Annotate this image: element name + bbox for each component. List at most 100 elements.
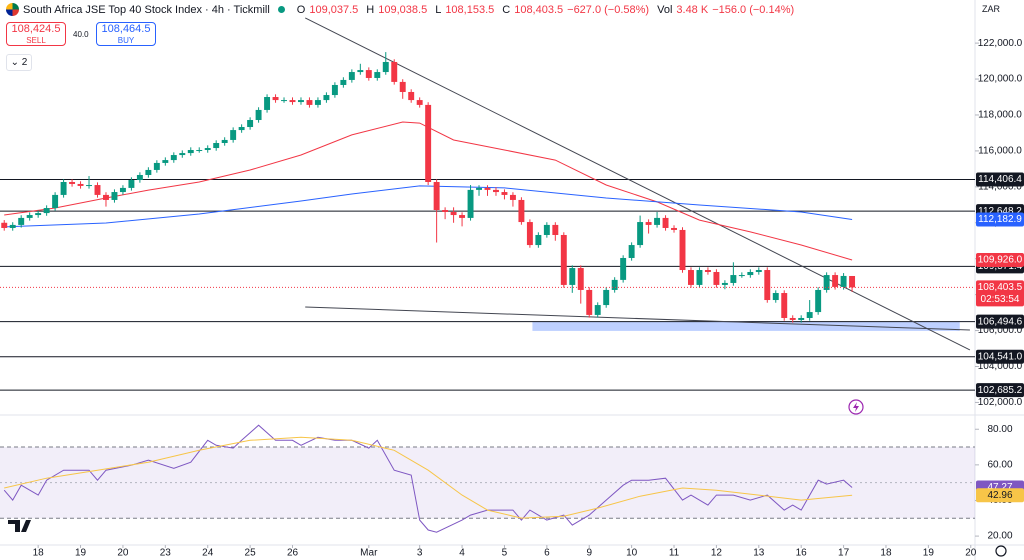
current-price-box [976, 280, 1024, 307]
candle-body [391, 61, 398, 82]
y-tick-label: 60.00 [987, 460, 1012, 471]
buy-button[interactable]: 108,464.5 BUY [96, 22, 156, 46]
candle-body [696, 270, 703, 285]
candle-body [704, 270, 711, 272]
candle-body [535, 234, 542, 246]
candle-body [849, 275, 856, 288]
candle-body [688, 270, 694, 285]
candle-body [586, 289, 593, 315]
y-tick-label: 106,000.0 [978, 325, 1023, 336]
candle-body [840, 275, 847, 287]
candle-body [654, 217, 661, 225]
candle-body [484, 187, 491, 190]
candle-body [272, 97, 279, 101]
sell-label: SELL [26, 36, 46, 45]
candle-body [476, 187, 482, 190]
candle-body [442, 210, 449, 212]
chart-title: South Africa JSE Top 40 Stock Index · 4h… [23, 3, 270, 16]
candle-body [94, 185, 101, 195]
y-tick-label: 118,000.0 [978, 110, 1022, 121]
x-tick-label: 25 [245, 548, 257, 559]
candle-body [603, 289, 610, 306]
y-tick-label: 114,000.0 [978, 181, 1022, 192]
ma-last-label-box [976, 253, 1024, 268]
y-tick-label: 116,000.0 [978, 146, 1022, 157]
candle-body [747, 271, 754, 276]
candle-body [357, 70, 364, 73]
level-label: 106,494.6 [978, 316, 1023, 327]
candle-body [331, 84, 338, 96]
candle-body [569, 268, 576, 285]
sell-button[interactable]: 108,424.5 SELL [6, 22, 66, 46]
market-status [277, 6, 285, 13]
x-tick-label: 26 [287, 548, 299, 559]
candle-body [60, 181, 67, 195]
x-tick-label: 12 [711, 548, 723, 559]
candle-body [1, 222, 8, 228]
candle-body [721, 282, 728, 285]
candle-body [264, 97, 271, 110]
x-tick-label: 10 [626, 548, 638, 559]
candle-body [103, 194, 109, 200]
candle-body [425, 104, 432, 182]
candle-body [281, 100, 287, 102]
candle-body [289, 100, 296, 103]
candle-body [128, 180, 135, 188]
level-label: 102,685.2 [978, 385, 1023, 396]
candle-body [772, 293, 779, 301]
candle-body [611, 279, 618, 290]
ohlc-value: 109,037.5 [309, 3, 359, 16]
spread: 40.0 [73, 30, 89, 39]
symbol-header: South Africa JSE Top 40 Stock Index · 4h… [6, 3, 794, 16]
alert-icon [848, 399, 864, 415]
candle-body [526, 222, 533, 246]
candle-body [509, 194, 516, 200]
x-tick-label: 17 [838, 548, 850, 559]
candle-body [162, 160, 169, 163]
candle-body [340, 79, 347, 85]
candle-body [170, 155, 177, 161]
flag-icon [6, 3, 19, 16]
candle-body [52, 194, 59, 209]
current-price-label: 108,403.5 [978, 282, 1023, 293]
currency[interactable]: ZAR [982, 4, 1000, 14]
moving-average [4, 121, 853, 261]
candle-body [221, 139, 228, 144]
x-tick-label: 19 [75, 548, 87, 559]
alert-icon-bolt [853, 402, 859, 412]
indicators-toggle[interactable]: ⌄ 2 [6, 54, 32, 71]
price-change: −627.0 (−0.58%) [567, 3, 650, 16]
ohlc-key: O [296, 3, 306, 16]
candle-body [18, 217, 25, 225]
level-label-box [976, 349, 1024, 364]
moving-average [4, 185, 853, 228]
candle-body [43, 208, 50, 214]
candle-body [577, 268, 584, 290]
ohlc-key: C [502, 3, 511, 16]
candle-body [314, 100, 321, 105]
buy-label: BUY [117, 36, 135, 45]
level-label-box [976, 172, 1024, 187]
candle-body [187, 150, 194, 154]
candle-body [204, 148, 211, 151]
sell-price: 108,424.5 [11, 23, 61, 35]
level-label: 114,406.4 [978, 174, 1022, 185]
candle-body [230, 130, 237, 140]
x-tick-label: 24 [202, 548, 214, 559]
candle-body [493, 189, 499, 193]
candle-body [806, 312, 813, 318]
x-tick-label: 5 [502, 548, 508, 559]
x-tick-label: 11 [669, 548, 680, 559]
volume-change: −156.0 (−0.14%) [712, 3, 795, 16]
candle-body [518, 199, 525, 223]
x-tick-label: 23 [160, 548, 172, 559]
candle-body [35, 213, 42, 216]
candle-body [781, 293, 788, 318]
ma-last-label: 109,926.0 [978, 255, 1023, 266]
x-tick-label: 3 [417, 548, 423, 559]
candle-body [620, 257, 627, 280]
x-tick-label: 18 [33, 548, 45, 559]
x-tick-label: 20 [965, 548, 977, 559]
x-tick-label: 4 [459, 548, 465, 559]
